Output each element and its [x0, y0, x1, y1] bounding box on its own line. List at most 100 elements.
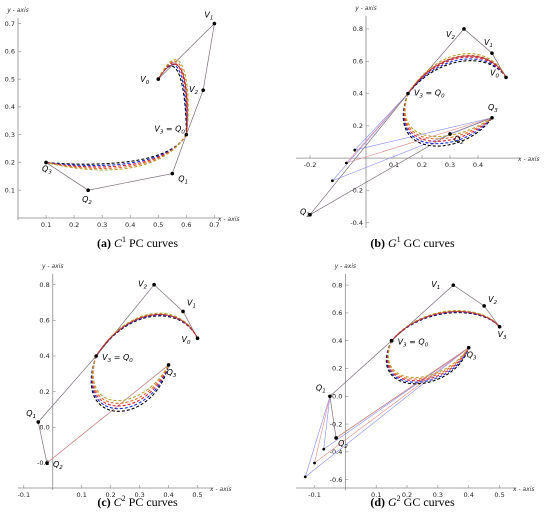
y-tick-label-c-3: 0.4 [39, 352, 49, 360]
extra-guide-c [46, 364, 169, 464]
family-point-d-1 [313, 461, 316, 465]
x-tick-label-a-6: 0.7 [209, 221, 219, 229]
guide-line-d-2 [323, 396, 331, 450]
point-label-b-3: V3 = Q0 [414, 89, 445, 100]
x-tick-label-d-1: 0.1 [371, 491, 381, 499]
solid-curve-a [157, 63, 188, 135]
upper-curve-a-3 [157, 60, 189, 135]
point-label-a-1: V1 [204, 11, 213, 22]
point-label-c-4: Q1 [26, 409, 36, 420]
control-polygon-b-1 [309, 93, 493, 215]
point-label-b-5: Q2 [454, 135, 464, 146]
x-axis-label-a: x - axis [217, 216, 240, 223]
upper-curve-b-4 [407, 53, 507, 94]
panel-a: x - axis y - axis 0.1 0.2 0.3 0.4 0.5 0.6 0.7 0.1… [5, 7, 240, 229]
point-label-c-3: V3 = Q0 [102, 353, 133, 364]
lower-curve-d-2 [386, 340, 470, 382]
y-tick-label-a-1: 0.2 [5, 159, 15, 167]
solid-curve-c [95, 314, 198, 357]
y-tick-label-a-6: 0.7 [5, 20, 15, 28]
control-point-c-3 [94, 354, 98, 358]
control-point-d-7 [466, 345, 471, 350]
lower-curve-c-3 [92, 355, 170, 404]
point-label-a-6: Q3 [42, 164, 52, 175]
family-point-b-1 [345, 161, 348, 165]
point-label-d-7: Q3 [467, 351, 477, 362]
guide-line-q3-d-0 [305, 347, 469, 478]
x-axis-label-b: x - axis [517, 156, 540, 163]
upper-curve-a-4 [157, 59, 189, 135]
family-point-d-0 [303, 475, 307, 479]
x-tick-label-b-1: 0.1 [389, 161, 399, 169]
lower-curve-d-4 [387, 340, 470, 379]
guide-line-q3-d-1 [314, 347, 469, 464]
y-tick-label-d-3: 0.0 [332, 392, 342, 400]
control-point-a-4 [170, 171, 175, 176]
lower-curve-b-1 [403, 93, 493, 145]
point-label-d-1: V1 [431, 280, 440, 291]
upper-curve-d-4 [391, 309, 500, 342]
control-point-a-5 [86, 188, 90, 193]
panel-c: x - axis y - axis -0.1 0.1 0.2 0.3 0.4 0.5 -0.2 0… [17, 263, 231, 499]
x-tick-label-a-5: 0.6 [181, 221, 191, 229]
point-label-c-1: V1 [187, 298, 196, 309]
point-label-c-0: V0 [182, 335, 191, 346]
point-label-d-6: Q2 [338, 439, 348, 450]
y-axis-label-a: y - axis [6, 7, 29, 14]
caption-c-degree: C [113, 495, 122, 509]
caption-c-text: PC curves [128, 495, 178, 509]
lower-curve-b-2 [403, 93, 493, 142]
x-tick-label-d-3: 0.3 [433, 491, 443, 499]
caption-a-text: PC curves [129, 236, 178, 250]
upper-curve-b-2 [407, 56, 507, 94]
lower-curve-c-4 [92, 355, 170, 402]
caption-d-degree: G [388, 495, 397, 509]
point-label-c-5: Q2 [53, 460, 63, 471]
panel-d: x - axis y - axis -0.1 0.1 0.2 0.3 0.4 0.5 -0.6 -… [296, 263, 535, 499]
x-tick-label-a-4: 0.5 [153, 221, 163, 229]
y-tick-label-d-5: 0.4 [332, 337, 342, 345]
point-label-b-2: V2 [446, 30, 455, 41]
y-tick-label-a-5: 0.6 [5, 48, 15, 56]
x-tick-label-c-4: 0.4 [163, 491, 173, 499]
caption-c-sup: 2 [121, 494, 126, 503]
point-label-c-6: Q3 [167, 368, 177, 379]
y-axis-label-d: y - axis [334, 263, 357, 270]
guide-line-q3-b-2 [354, 117, 493, 151]
point-label-d-5: Q1 [316, 383, 326, 394]
guide-line-d-0 [304, 396, 331, 477]
x-axis-label-c: x - axis [209, 486, 232, 493]
control-point-a-2 [201, 88, 205, 93]
control-point-b-4 [308, 212, 312, 217]
control-point-a-6 [44, 160, 48, 165]
point-label-d-2: V2 [488, 295, 497, 306]
point-label-b-0: V0 [490, 68, 499, 79]
control-polygon-d-1 [329, 340, 469, 439]
y-tick-label-a-2: 0.3 [5, 131, 15, 139]
family-point-d-2 [322, 447, 326, 451]
panel-b: x - axis y - axis -0.2 0.1 0.2 0.3 0.4 -0.4 -0.2… [296, 5, 540, 228]
caption-b-label: (b) [370, 236, 385, 250]
caption-b: (b) G1 GC curves [275, 235, 550, 251]
lower-curve-c-1 [91, 355, 170, 410]
lower-curve-b-4 [404, 93, 493, 138]
control-point-d-3 [497, 325, 502, 329]
control-polygon-b-0 [407, 28, 507, 94]
x-tick-label-b-0: -0.2 [304, 161, 317, 169]
caption-a-degree: C [113, 236, 122, 250]
lower-curve-c-0 [90, 355, 170, 412]
caption-b-text: GC curves [403, 236, 455, 250]
point-label-b-4: Q1 [300, 208, 310, 219]
x-tick-label-b-4: 0.4 [473, 161, 483, 169]
y-tick-label-c-4: 0.6 [39, 317, 49, 325]
control-point-c-1 [181, 309, 185, 314]
caption-a-label: (a) [96, 236, 111, 250]
upper-curve-b-1 [407, 58, 507, 94]
lower-curve-c-2 [91, 355, 170, 407]
point-label-d-4: V3 = Q0 [398, 338, 429, 349]
x-tick-label-b-2: 0.2 [417, 161, 427, 169]
control-point-d-1 [451, 283, 456, 287]
x-tick-label-a-0: 0.1 [41, 221, 51, 229]
control-point-d-4 [389, 338, 394, 343]
